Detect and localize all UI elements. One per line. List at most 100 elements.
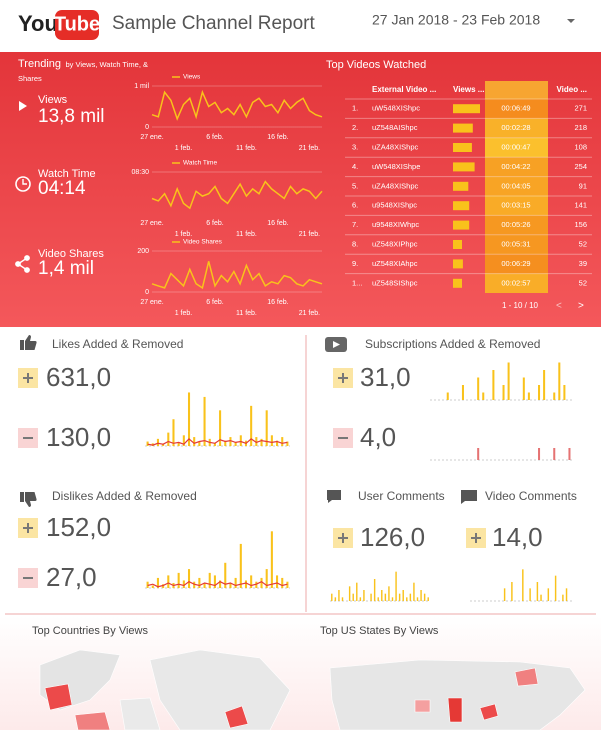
kpi-value: 13,8 mil	[38, 106, 105, 127]
bar	[213, 443, 216, 446]
bar	[281, 437, 284, 446]
bar	[413, 582, 415, 601]
bar	[554, 575, 557, 601]
next-page[interactable]: >	[578, 301, 584, 312]
section-title: Likes Added & Removed	[52, 337, 183, 351]
bar	[167, 432, 170, 446]
bar	[229, 437, 232, 446]
bar	[229, 582, 232, 588]
video-value: 156	[574, 220, 587, 229]
bar	[388, 586, 390, 601]
bar	[146, 581, 149, 588]
trending-title: Trending	[18, 58, 62, 70]
views-icon	[19, 101, 27, 111]
bar	[511, 582, 513, 601]
bar	[182, 435, 185, 446]
bar	[416, 597, 419, 601]
bar	[409, 593, 412, 601]
y-tick-label: 08:30	[131, 169, 149, 176]
bar	[198, 441, 201, 446]
bar	[348, 586, 351, 601]
bar	[522, 569, 524, 601]
x-tick-label: 11 feb.	[236, 310, 257, 317]
bar	[503, 588, 506, 601]
y-tick-label: 0	[145, 124, 149, 131]
x-tick-label: 27 ene.	[140, 220, 163, 227]
bar	[547, 588, 550, 601]
bar	[522, 377, 525, 400]
bar	[156, 577, 159, 588]
bar	[363, 590, 365, 601]
logo-tube: Tube	[54, 13, 100, 35]
kpi-label: Watch Time	[38, 168, 96, 180]
bar	[341, 597, 344, 601]
watch-time-cell	[485, 157, 548, 177]
kpi-value: 126,0	[360, 522, 425, 552]
bar	[265, 569, 268, 588]
bar	[492, 370, 495, 400]
x-tick-label: 6 feb.	[206, 134, 224, 141]
bar	[255, 437, 258, 446]
bar	[151, 585, 154, 588]
bar	[270, 531, 273, 588]
bar	[543, 370, 546, 400]
bar	[213, 575, 216, 588]
bar	[276, 575, 279, 588]
prev-page[interactable]: <	[556, 301, 562, 312]
watch-time-cell	[485, 118, 548, 138]
watch-time-icon	[15, 176, 31, 192]
rank: 1...	[352, 278, 362, 287]
x-tick-label: 11 feb.	[236, 145, 257, 152]
bar	[482, 392, 485, 400]
bar	[391, 597, 394, 601]
bar	[219, 580, 222, 588]
bar	[162, 444, 165, 446]
bar	[553, 392, 556, 400]
countries-title: Top Countries By Views	[32, 625, 148, 637]
dislikes-icon	[20, 492, 37, 507]
bar	[558, 362, 561, 400]
views-bar	[453, 278, 462, 288]
bar	[568, 448, 571, 460]
bar	[384, 593, 387, 601]
bar	[239, 435, 242, 446]
dropdown-arrow[interactable]	[567, 19, 575, 23]
kpi-value: 14,0	[492, 522, 543, 552]
kpi-value: 130,0	[46, 422, 111, 452]
x-tick-label: 1 feb.	[175, 310, 193, 317]
us-map	[329, 659, 586, 730]
bar	[187, 392, 191, 446]
x-tick-label: 21 feb.	[299, 310, 320, 317]
watch-time-icon-hands	[22, 179, 27, 185]
views-bar	[453, 240, 462, 249]
date-range[interactable]: 27 Jan 2018 - 23 Feb 2018	[372, 12, 540, 28]
bar	[423, 593, 426, 601]
column-header: External Video ...	[372, 85, 436, 94]
video-id: uW548XIShpe	[372, 162, 420, 171]
bar	[224, 440, 227, 446]
pagination: 1 - 10 / 10	[502, 301, 539, 310]
share-icon	[15, 255, 30, 273]
bar	[276, 440, 279, 446]
bar	[234, 442, 237, 446]
kpi-value: 631,0	[46, 362, 111, 392]
watch-time: 00:04:05	[501, 181, 530, 190]
watch-time: 00:05:26	[501, 220, 530, 229]
bar	[260, 577, 263, 588]
bar	[553, 448, 556, 460]
views-bar	[453, 104, 480, 114]
trending-subtitle: by Views, Watch Time, & Shares	[18, 60, 148, 83]
bar	[193, 437, 196, 446]
bar	[146, 441, 149, 446]
bar	[239, 543, 242, 588]
line	[147, 581, 288, 588]
trending-heading: Trending by Views, Watch Time, & Shares	[18, 58, 148, 83]
x-tick-label: 16 feb.	[267, 299, 288, 306]
legend-label: Watch Time	[183, 160, 217, 167]
bar	[420, 590, 422, 601]
kpi-value: 1,4 mil	[38, 258, 94, 279]
rank: 6.	[352, 201, 358, 210]
x-tick-label: 21 feb.	[299, 231, 320, 238]
bar	[538, 448, 541, 460]
watch-time-cell	[485, 176, 548, 196]
